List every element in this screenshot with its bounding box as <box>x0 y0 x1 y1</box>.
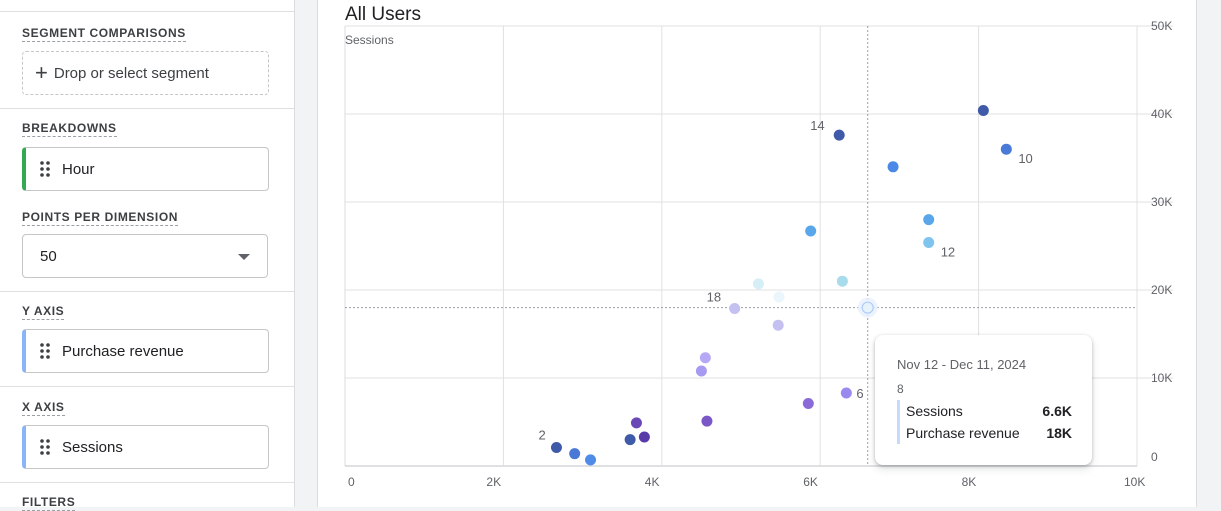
config-sidebar: SEGMENT COMPARISONS + Drop or select seg… <box>0 0 295 511</box>
tooltip-date-range: Nov 12 - Dec 11, 2024 <box>897 357 1027 372</box>
data-point[interactable] <box>638 431 650 443</box>
points-per-dimension-label: POINTS PER DIMENSION <box>22 210 179 226</box>
tooltip-metric-name: Sessions <box>906 403 963 419</box>
data-point[interactable] <box>729 302 741 314</box>
data-point[interactable] <box>836 275 848 287</box>
x-axis-chip-label: Sessions <box>62 438 123 456</box>
caret-down-icon <box>238 254 250 260</box>
divider <box>0 386 294 387</box>
divider <box>0 482 294 483</box>
point-labels: 2 18 14 6 12 10 <box>538 118 1032 442</box>
x-axis-chip[interactable]: Sessions <box>22 425 269 469</box>
data-point[interactable] <box>752 278 764 290</box>
drop-segment-text: Drop or select segment <box>53 64 209 82</box>
data-point[interactable] <box>550 442 562 454</box>
y-tick-label: 30K <box>1151 195 1172 209</box>
point-label: 12 <box>941 244 955 259</box>
data-point[interactable] <box>805 225 817 237</box>
data-point[interactable] <box>569 448 581 460</box>
x-tick-label: 6K <box>803 475 818 489</box>
plus-icon: + <box>35 60 48 85</box>
y-tick-labels: 0 10K 20K 30K 40K 50K <box>1151 19 1172 464</box>
y-axis-chip-label: Purchase revenue <box>62 342 184 360</box>
tooltip-row-purchase-revenue: Purchase revenue 18K <box>897 422 1072 444</box>
tooltip-metric-value: 18K <box>1046 425 1072 441</box>
data-points <box>550 104 1012 466</box>
x-tick-label: 2K <box>486 475 501 489</box>
points-per-dimension-value: 50 <box>40 247 57 265</box>
point-label: 18 <box>707 289 721 304</box>
data-point[interactable] <box>861 301 874 314</box>
divider <box>0 291 294 292</box>
data-point[interactable] <box>701 415 713 427</box>
data-point[interactable] <box>699 352 711 364</box>
data-point[interactable] <box>1000 143 1012 155</box>
drop-segment-target[interactable]: + Drop or select segment <box>22 51 269 95</box>
data-point[interactable] <box>977 104 989 116</box>
divider <box>0 11 294 12</box>
point-label: 14 <box>810 118 824 133</box>
divider <box>0 108 294 109</box>
y-tick-label: 40K <box>1151 107 1172 121</box>
point-label: 2 <box>538 428 545 443</box>
y-tick-label: 50K <box>1151 19 1172 33</box>
x-tick-label: 10K <box>1124 475 1145 489</box>
x-tick-label: 8K <box>962 475 977 489</box>
points-per-dimension-select[interactable]: 50 <box>22 234 268 278</box>
point-label: 6 <box>856 386 863 401</box>
breakdown-chip-hour[interactable]: Hour <box>22 147 269 191</box>
tooltip-metric-name: Purchase revenue <box>906 425 1020 441</box>
chart-grid <box>344 25 1173 467</box>
drag-handle-icon[interactable] <box>40 439 50 455</box>
segment-comparisons-label: SEGMENT COMPARISONS <box>22 26 186 42</box>
data-point[interactable] <box>695 365 707 377</box>
x-axis-label: X AXIS <box>22 400 65 416</box>
tooltip-metric-value: 6.6K <box>1042 403 1072 419</box>
y-tick-label: 10K <box>1151 371 1172 385</box>
x-tick-label: 4K <box>645 475 660 489</box>
chart-tooltip: Nov 12 - Dec 11, 2024 8 Sessions 6.6K Pu… <box>875 335 1092 465</box>
data-point[interactable] <box>833 129 845 141</box>
breakdowns-label: BREAKDOWNS <box>22 121 117 137</box>
y-axis-title: Sessions <box>345 33 394 47</box>
data-point[interactable] <box>887 161 899 173</box>
breakdown-chip-label: Hour <box>62 160 95 178</box>
y-axis-chip[interactable]: Purchase revenue <box>22 329 269 373</box>
data-point[interactable] <box>624 434 636 446</box>
data-point[interactable] <box>840 387 852 399</box>
data-point[interactable] <box>585 454 597 466</box>
tooltip-row-sessions: Sessions 6.6K <box>897 400 1072 422</box>
x-tick-labels: 0 2K 4K 6K 8K 10K <box>348 475 1145 489</box>
data-point[interactable] <box>923 236 935 248</box>
data-point[interactable] <box>802 398 814 410</box>
y-axis-label: Y AXIS <box>22 304 65 320</box>
x-tick-label: 0 <box>348 475 355 489</box>
point-label: 10 <box>1018 151 1032 166</box>
y-tick-label: 0 <box>1151 450 1158 464</box>
chart-title: All Users <box>345 4 422 25</box>
data-point[interactable] <box>772 319 784 331</box>
data-point[interactable] <box>630 417 642 429</box>
y-tick-label: 20K <box>1151 283 1172 297</box>
data-point[interactable] <box>923 214 935 226</box>
crosshair <box>345 26 1137 466</box>
drag-handle-icon[interactable] <box>40 161 50 177</box>
drag-handle-icon[interactable] <box>40 343 50 359</box>
data-point[interactable] <box>773 291 785 303</box>
tooltip-point-label: 8 <box>897 382 904 396</box>
